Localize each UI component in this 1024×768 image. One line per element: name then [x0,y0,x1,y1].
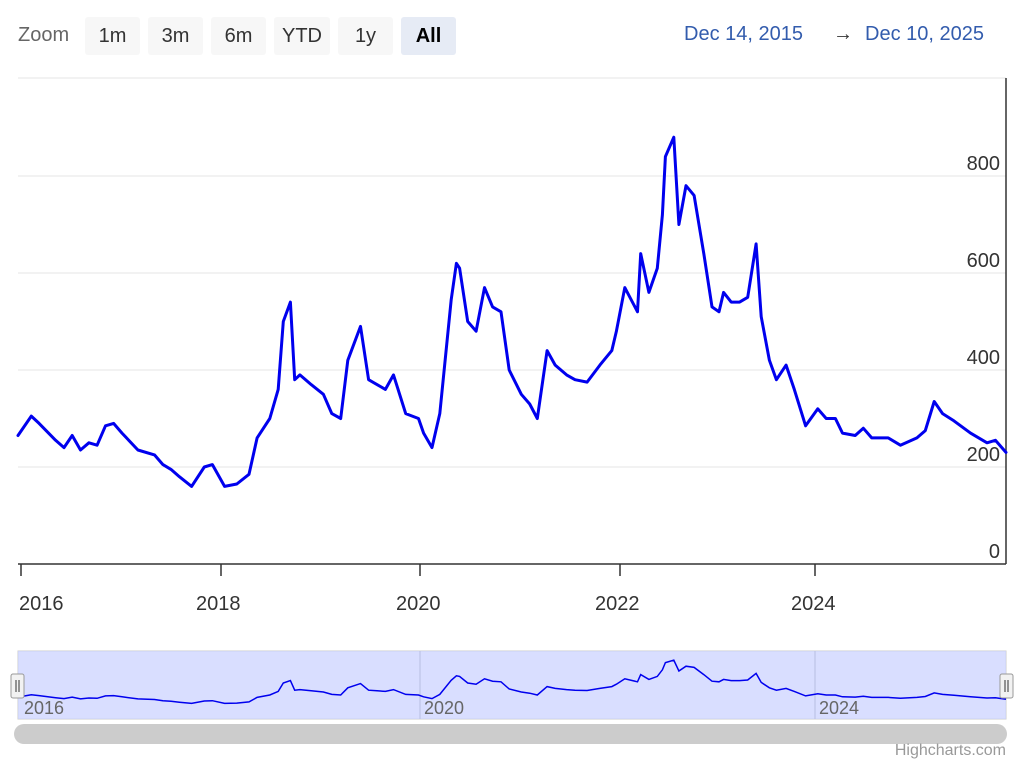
gridlines [18,77,1006,468]
zoom-6m-button[interactable]: 6m [211,17,266,55]
x-tick-label-2022: 2022 [595,593,640,615]
zoom-ytd-button[interactable]: YTD [274,17,330,55]
scrollbar-track[interactable] [14,724,1007,744]
zoom-label: Zoom [18,24,70,46]
x-tick-label-2024: 2024 [791,593,836,615]
navigator-selected-range[interactable] [18,651,1006,719]
x-tick-label-2018: 2018 [196,593,241,615]
range-to-input[interactable]: Dec 10, 2025 [865,23,984,45]
navigator-tick-label-2024: 2024 [819,698,859,718]
y-tick-label-200: 200 [967,444,1000,466]
range-from-input[interactable]: Dec 14, 2015 [684,23,803,45]
y-tick-label-400: 400 [967,347,1000,369]
y-tick-label-0: 0 [989,541,1000,563]
x-tick-labels: 2016 2018 2020 2022 2024 [19,593,836,615]
x-ticks [20,564,816,576]
y-tick-label-600: 600 [967,250,1000,272]
y-tick-labels: 800 600 400 200 0 [967,153,1000,563]
range-arrow: → [833,23,853,45]
range-selector: Zoom 1m 3m 6m YTD 1y All Dec 14, 2015 → … [0,0,1024,70]
price-series-line [16,135,1008,488]
zoom-3m-button[interactable]: 3m [148,17,203,55]
navigator-tick-label-2016: 2016 [24,698,64,718]
x-tick-label-2020: 2020 [396,593,441,615]
navigator-tick-label-2020: 2020 [424,698,464,718]
zoom-1y-button[interactable]: 1y [338,17,393,55]
navigator-series-line [17,659,1007,705]
highcharts-credits[interactable]: Highcharts.com [894,742,1006,759]
navigator[interactable]: 2016 2020 2024 [10,650,1014,720]
navigator-handle-left[interactable] [10,673,25,699]
zoom-all-button[interactable]: All [401,17,456,55]
y-tick-label-800: 800 [967,153,1000,175]
navigator-handle-right[interactable] [999,673,1014,699]
zoom-1m-button[interactable]: 1m [85,17,140,55]
x-tick-label-2016: 2016 [19,593,64,615]
